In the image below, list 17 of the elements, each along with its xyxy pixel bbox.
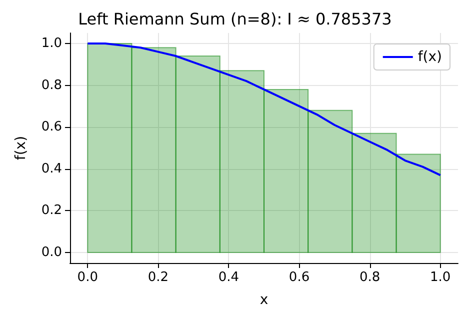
- x-tick-label: 0.2: [148, 270, 169, 285]
- x-tick-label: 0.8: [359, 270, 380, 285]
- x-tick-label: 0.6: [288, 270, 310, 285]
- chart-title: Left Riemann Sum (n=8): I ≈ 0.785373: [78, 10, 392, 28]
- y-tick-label: 0.8: [41, 78, 62, 93]
- x-tick-label: 0.4: [218, 270, 240, 285]
- y-tick-label: 0.4: [41, 161, 62, 176]
- x-axis-title: x: [260, 292, 268, 308]
- y-tick-label: 0.2: [41, 203, 62, 218]
- y-tick-label: 0.0: [41, 245, 62, 260]
- line-series: [86, 42, 442, 176]
- legend-label: f(x): [418, 49, 442, 65]
- y-axis-title: f(x): [13, 136, 29, 160]
- x-tick-label: 1.0: [430, 270, 451, 285]
- x-tick-label: 0.0: [77, 270, 98, 285]
- y-tick-label: 1.0: [41, 36, 62, 51]
- y-tick-label: 0.6: [41, 120, 62, 135]
